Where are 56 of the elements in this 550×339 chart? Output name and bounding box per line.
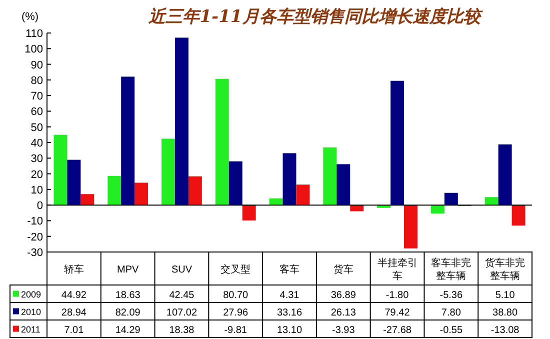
y-tick-label: 40 bbox=[30, 138, 43, 150]
legend-label: 2011 bbox=[21, 324, 40, 334]
data-label: 107.02 bbox=[166, 307, 198, 318]
x-tick-label: 交叉型 bbox=[220, 264, 251, 276]
y-tick-label: 110 bbox=[25, 28, 43, 40]
data-label: -3.93 bbox=[332, 324, 356, 336]
y-tick-label: 20 bbox=[30, 168, 43, 181]
data-label: 38.80 bbox=[492, 307, 518, 318]
data-label: 79.42 bbox=[384, 307, 410, 318]
x-tick-label: 客车 bbox=[280, 264, 300, 276]
y-tick-label: -20 bbox=[27, 231, 43, 244]
data-label: -1.80 bbox=[386, 290, 410, 301]
y-axis-title: (%) bbox=[21, 11, 39, 23]
data-label: 7.01 bbox=[64, 324, 84, 336]
data-label: 36.89 bbox=[330, 290, 356, 301]
y-tick-label: -10 bbox=[27, 216, 43, 228]
y-tick-label: 60 bbox=[30, 106, 43, 118]
data-label: 42.45 bbox=[169, 290, 195, 301]
x-tick-label: 轿车 bbox=[64, 264, 84, 276]
y-tick-label: -30 bbox=[27, 247, 43, 259]
data-label: 7.80 bbox=[441, 307, 462, 318]
data-label: 26.13 bbox=[330, 307, 356, 318]
y-tick-label: 90 bbox=[30, 59, 43, 72]
data-label: 82.09 bbox=[115, 307, 141, 318]
y-tick-label: 70 bbox=[30, 90, 43, 103]
legend-label: 2009 bbox=[21, 289, 42, 300]
x-tick-label: MPV bbox=[116, 264, 139, 276]
data-label: -0.55 bbox=[440, 324, 463, 336]
legend-label: 2010 bbox=[21, 306, 42, 317]
data-label: 33.16 bbox=[276, 307, 302, 318]
data-label: -13.08 bbox=[490, 324, 520, 336]
x-tick-label: 半挂牵引车 bbox=[377, 257, 418, 282]
y-tick-label: 10 bbox=[30, 184, 43, 196]
data-label: -9.81 bbox=[224, 324, 248, 336]
data-label: 18.38 bbox=[169, 324, 195, 336]
data-label: -27.68 bbox=[383, 324, 412, 336]
data-label: 13.10 bbox=[276, 324, 302, 336]
data-label: 4.31 bbox=[280, 290, 300, 301]
data-label: -5.36 bbox=[440, 290, 463, 301]
data-label: 28.94 bbox=[61, 307, 87, 318]
x-tick-label: 货车 bbox=[333, 264, 354, 276]
data-label: 80.70 bbox=[223, 290, 249, 301]
y-tick-label: 30 bbox=[30, 153, 43, 166]
data-label: 14.29 bbox=[115, 324, 141, 336]
chart-title: 近三年1-11月各车型销售同比增长速度比较 bbox=[148, 7, 484, 27]
data-label: 5.10 bbox=[495, 290, 516, 301]
y-tick-label: 80 bbox=[30, 74, 43, 87]
x-tick-label: 货车非完整车辆 bbox=[485, 257, 526, 282]
y-tick-label: 100 bbox=[24, 44, 43, 56]
data-label: 44.92 bbox=[61, 290, 87, 301]
data-label: 18.63 bbox=[115, 290, 141, 301]
x-tick-label: 客车非完整车辆 bbox=[431, 257, 472, 282]
y-tick-label: 50 bbox=[30, 122, 43, 134]
data-label: 27.96 bbox=[223, 307, 249, 318]
x-tick-label: SUV bbox=[171, 264, 192, 276]
y-tick-label: 0 bbox=[36, 200, 43, 212]
